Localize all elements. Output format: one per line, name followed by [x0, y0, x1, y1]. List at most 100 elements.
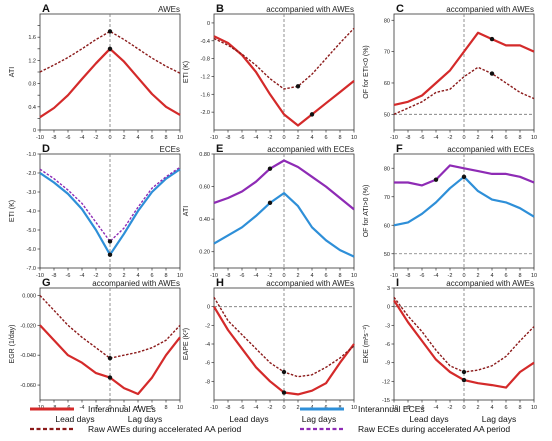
data-point — [491, 365, 492, 366]
x-tick-label: -8 — [226, 273, 231, 279]
data-point — [519, 92, 520, 93]
data-point — [151, 377, 152, 378]
x-tick-label: -2 — [448, 405, 453, 411]
y-tick-label: -12 — [382, 379, 390, 385]
data-point — [325, 103, 326, 104]
lead-days-label: Lead days — [55, 414, 94, 424]
x-tick-label: 0 — [108, 135, 111, 141]
data-point — [67, 57, 68, 58]
data-point — [95, 229, 96, 230]
data-point — [339, 362, 340, 363]
series-line — [394, 164, 535, 187]
data-point — [255, 71, 256, 72]
y-tick-label: 0.4 — [28, 105, 36, 111]
data-point — [311, 74, 312, 75]
data-point — [353, 209, 354, 210]
panel-title: accompanied with AWEs — [92, 279, 180, 288]
x-tick-label: -10 — [390, 273, 398, 279]
panel-title: accompanied with AWEs — [266, 279, 354, 288]
data-point — [435, 82, 436, 83]
x-tick-label: 6 — [324, 273, 327, 279]
peak-marker — [107, 239, 113, 244]
data-point — [519, 340, 520, 341]
y-tick-label: -15 — [382, 398, 390, 404]
data-point — [407, 107, 408, 108]
x-tick-label: 10 — [351, 273, 357, 279]
y-tick-label: -4 — [205, 342, 210, 348]
x-tick-label: 8 — [164, 405, 167, 411]
data-point — [491, 173, 492, 174]
data-point — [353, 345, 354, 346]
peak-marker — [295, 84, 301, 89]
data-point — [269, 94, 270, 95]
data-point — [241, 227, 242, 228]
y-tick-label: 50 — [384, 252, 390, 258]
data-point — [81, 203, 82, 204]
data-point — [533, 98, 534, 99]
series-line — [39, 166, 181, 243]
data-point — [165, 340, 166, 341]
data-point — [53, 182, 54, 183]
data-point — [67, 193, 68, 194]
data-point — [421, 95, 422, 96]
panel-letter: G — [42, 277, 51, 289]
data-point — [123, 228, 124, 229]
x-tick-label: -2 — [448, 135, 453, 141]
data-point — [241, 348, 242, 349]
x-tick-label: -10 — [390, 135, 398, 141]
y-axis-label: EAPE (K²) — [183, 328, 190, 360]
y-tick-label: -9 — [385, 361, 390, 367]
data-point — [81, 209, 82, 210]
x-tick-label: 4 — [136, 405, 139, 411]
panel-title: ECEs — [160, 145, 180, 154]
x-tick-label: -6 — [66, 135, 71, 141]
data-point — [449, 188, 450, 189]
data-point — [227, 235, 228, 236]
series-line — [393, 66, 535, 115]
peak-marker — [107, 375, 113, 380]
data-point — [165, 66, 166, 67]
panel-letter: C — [396, 3, 404, 15]
x-tick-label: -10 — [210, 273, 218, 279]
data-point — [269, 362, 270, 363]
data-point — [325, 383, 326, 384]
x-tick-label: 10 — [351, 405, 357, 411]
x-tick-label: -4 — [80, 405, 85, 411]
data-point — [39, 325, 40, 326]
y-tick-label: 0.80 — [199, 152, 210, 158]
data-point — [213, 306, 214, 307]
data-point — [151, 57, 152, 58]
data-point — [123, 355, 124, 356]
x-tick-label: 0 — [462, 135, 465, 141]
data-point — [477, 32, 478, 33]
data-point — [137, 210, 138, 211]
lead-days-label: Lead days — [409, 414, 448, 424]
data-point — [393, 300, 394, 301]
data-point — [311, 227, 312, 228]
x-tick-label: 2 — [476, 405, 479, 411]
peak-marker — [461, 377, 467, 383]
data-point — [165, 106, 166, 107]
data-point — [421, 101, 422, 102]
data-point — [53, 340, 54, 341]
data-point — [421, 213, 422, 214]
panel-title: accompanied with AWEs — [446, 279, 534, 288]
data-point — [353, 343, 354, 344]
y-tick-label: -4.0 — [27, 209, 36, 215]
x-tick-label: -2 — [268, 405, 273, 411]
x-tick-label: -4 — [80, 135, 85, 141]
panel-a: -10 -8 -6 -4 -2 0 2 4 6 8 10 0 0.4 0.8 1.2 1.6 A AWEs ATI — [9, 3, 183, 141]
data-point — [255, 65, 256, 66]
data-point — [95, 63, 96, 64]
x-tick-label: 6 — [504, 405, 507, 411]
panel-title: accompanied with AWEs — [266, 5, 354, 14]
data-point — [339, 197, 340, 198]
x-tick-label: 2 — [122, 135, 125, 141]
data-point — [151, 347, 152, 348]
y-tick-label: -6.0 — [27, 247, 36, 253]
data-point — [179, 325, 180, 326]
x-tick-label: -6 — [66, 273, 71, 279]
data-point — [39, 71, 40, 72]
data-point — [353, 256, 354, 257]
